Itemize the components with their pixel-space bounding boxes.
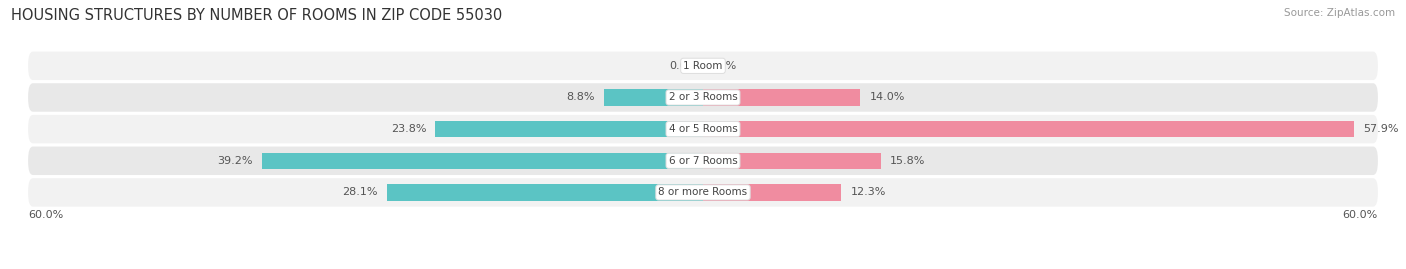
- Text: 2 or 3 Rooms: 2 or 3 Rooms: [669, 93, 737, 102]
- Text: 39.2%: 39.2%: [218, 156, 253, 166]
- Text: 8.8%: 8.8%: [567, 93, 595, 102]
- Bar: [703, 184, 841, 201]
- Text: 60.0%: 60.0%: [28, 210, 63, 220]
- Bar: [436, 121, 703, 137]
- Text: 4 or 5 Rooms: 4 or 5 Rooms: [669, 124, 737, 134]
- Text: 28.1%: 28.1%: [343, 187, 378, 197]
- Text: 15.8%: 15.8%: [890, 156, 925, 166]
- Text: Source: ZipAtlas.com: Source: ZipAtlas.com: [1284, 8, 1395, 18]
- FancyBboxPatch shape: [28, 178, 1378, 207]
- Bar: [605, 89, 703, 106]
- Bar: [703, 121, 1354, 137]
- Text: 0.0%: 0.0%: [669, 61, 697, 71]
- Bar: [703, 153, 880, 169]
- Text: 1 Room: 1 Room: [683, 61, 723, 71]
- Text: 0.0%: 0.0%: [709, 61, 737, 71]
- FancyBboxPatch shape: [28, 52, 1378, 80]
- Text: 6 or 7 Rooms: 6 or 7 Rooms: [669, 156, 737, 166]
- Bar: [387, 184, 703, 201]
- Text: 14.0%: 14.0%: [869, 93, 905, 102]
- Text: 8 or more Rooms: 8 or more Rooms: [658, 187, 748, 197]
- Text: 23.8%: 23.8%: [391, 124, 426, 134]
- Text: 12.3%: 12.3%: [851, 187, 886, 197]
- Bar: [262, 153, 703, 169]
- Text: HOUSING STRUCTURES BY NUMBER OF ROOMS IN ZIP CODE 55030: HOUSING STRUCTURES BY NUMBER OF ROOMS IN…: [11, 8, 502, 23]
- FancyBboxPatch shape: [28, 115, 1378, 143]
- Bar: [703, 89, 860, 106]
- Text: 57.9%: 57.9%: [1364, 124, 1399, 134]
- Text: 60.0%: 60.0%: [1343, 210, 1378, 220]
- FancyBboxPatch shape: [28, 83, 1378, 112]
- FancyBboxPatch shape: [28, 147, 1378, 175]
